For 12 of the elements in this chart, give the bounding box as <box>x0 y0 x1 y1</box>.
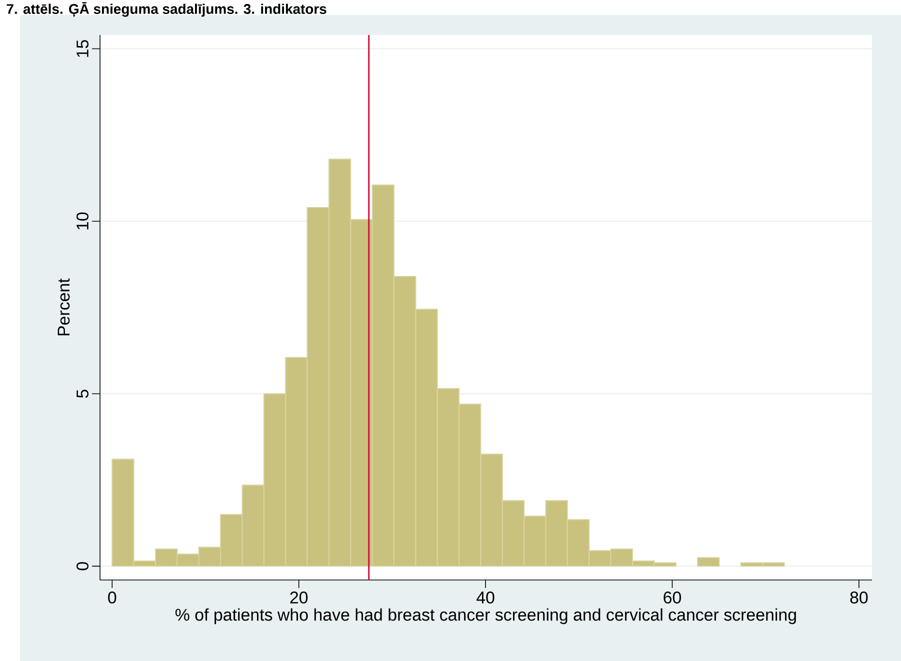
y-tick-label: 10 <box>76 212 88 230</box>
y-tick-label: 0 <box>76 562 88 570</box>
x-tick-label: 20 <box>290 592 308 604</box>
x-tick-label: 0 <box>108 592 116 604</box>
x-tick-label: 80 <box>850 592 868 604</box>
x-tick-label: 60 <box>664 592 682 604</box>
y-tick-label: 15 <box>76 40 88 57</box>
chart-title: 7. attēls. ĢĀ snieguma sadalījums. 3. indikators <box>6 2 326 17</box>
y-axis-title: Percent <box>58 278 70 336</box>
x-axis-title: % of patients who have had breast cancer screening and cervical cancer screening <box>175 608 796 624</box>
x-tick-label: 40 <box>476 592 494 604</box>
y-tick-label: 5 <box>76 390 88 398</box>
